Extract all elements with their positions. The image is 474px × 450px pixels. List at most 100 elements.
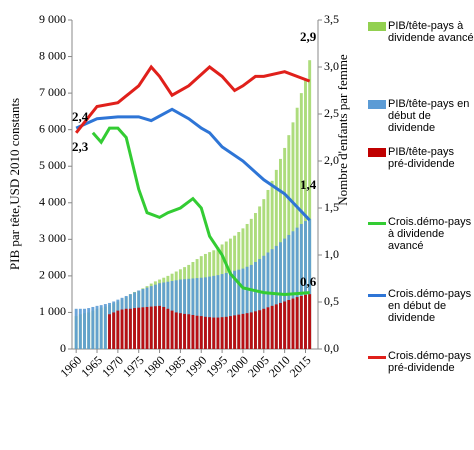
bar bbox=[279, 242, 282, 349]
bar bbox=[304, 221, 307, 349]
legend-label: PIB/tête-pays pré-dividende bbox=[388, 146, 455, 170]
bar bbox=[187, 314, 191, 349]
y-tick-label: 8 000 bbox=[39, 48, 66, 62]
legend-swatch bbox=[368, 148, 386, 157]
bar bbox=[295, 227, 299, 349]
bar bbox=[133, 308, 137, 349]
legend-label: PIB/tête-pays en début de dividende bbox=[388, 98, 470, 134]
bar bbox=[299, 295, 303, 349]
bar bbox=[137, 307, 141, 349]
bar bbox=[270, 305, 274, 349]
y-tick-label: 1 000 bbox=[39, 304, 66, 318]
bar bbox=[116, 310, 120, 349]
bar bbox=[291, 231, 295, 349]
bar bbox=[308, 294, 312, 349]
x-tick-label: 1965 bbox=[78, 353, 105, 380]
annotation: 2,4 bbox=[72, 109, 89, 124]
legend-label: PIB/tête-pays à dividende avancé bbox=[388, 20, 474, 44]
bar bbox=[299, 223, 303, 349]
bar bbox=[237, 314, 241, 349]
legend-swatch bbox=[368, 222, 386, 225]
y-tick-label: 2 000 bbox=[39, 268, 66, 282]
y-tick-label: 7 000 bbox=[39, 85, 66, 99]
y-tick-label: 9 000 bbox=[39, 12, 66, 26]
annotation: 0,6 bbox=[300, 274, 317, 289]
bar bbox=[262, 308, 266, 349]
bar bbox=[145, 306, 149, 349]
bar bbox=[258, 310, 262, 349]
bar bbox=[141, 307, 145, 349]
x-tick-label: 2010 bbox=[266, 353, 293, 380]
y2-tick-label: 2,0 bbox=[324, 153, 339, 167]
x-tick-label: 1985 bbox=[162, 353, 189, 380]
legend-swatch bbox=[368, 22, 386, 31]
bar bbox=[128, 308, 132, 349]
bar bbox=[149, 306, 153, 349]
bar bbox=[258, 259, 262, 349]
x-tick-label: 1980 bbox=[141, 353, 168, 380]
bar bbox=[283, 301, 287, 349]
bar bbox=[245, 313, 249, 349]
bar bbox=[249, 312, 253, 349]
y-axis-title: PIB par tête,USD 2010 constants bbox=[7, 98, 22, 270]
bar bbox=[299, 93, 303, 349]
bar bbox=[166, 308, 170, 349]
bar bbox=[308, 219, 312, 349]
legend-swatch bbox=[368, 100, 386, 109]
bar bbox=[241, 268, 245, 349]
line bbox=[75, 107, 311, 222]
annotation: 2,3 bbox=[72, 139, 89, 154]
y2-tick-label: 1,0 bbox=[324, 247, 339, 261]
x-tick-label: 1960 bbox=[57, 353, 84, 380]
x-tick-label: 2000 bbox=[224, 353, 251, 380]
x-tick-label: 1990 bbox=[182, 353, 209, 380]
bar bbox=[78, 308, 82, 349]
bar bbox=[158, 305, 162, 349]
bar bbox=[195, 278, 199, 349]
bar bbox=[241, 313, 245, 349]
y2-tick-label: 0,0 bbox=[324, 341, 339, 355]
legend-swatch bbox=[368, 356, 386, 359]
bar bbox=[124, 308, 128, 349]
bar bbox=[237, 269, 241, 349]
line bbox=[91, 126, 310, 296]
bar bbox=[266, 252, 270, 349]
y2-tick-label: 0,5 bbox=[324, 294, 339, 308]
bar bbox=[103, 304, 107, 349]
bar bbox=[270, 249, 274, 349]
legend-swatch bbox=[368, 294, 386, 297]
bar bbox=[199, 316, 203, 349]
y-tick-label: 4 000 bbox=[39, 195, 66, 209]
y2-tick-label: 2,5 bbox=[324, 106, 339, 120]
bar bbox=[212, 317, 216, 349]
bar bbox=[287, 234, 291, 349]
bar bbox=[83, 308, 86, 349]
x-tick-label: 1970 bbox=[99, 353, 126, 380]
legend-label: Crois.démo-pays pré-dividende bbox=[388, 350, 472, 374]
bar bbox=[220, 274, 224, 349]
bar bbox=[308, 60, 312, 349]
bar bbox=[199, 277, 203, 349]
bar bbox=[262, 255, 266, 349]
bar bbox=[203, 316, 207, 349]
bar bbox=[162, 306, 166, 349]
bar bbox=[249, 264, 253, 349]
bar bbox=[287, 300, 291, 349]
bar bbox=[87, 308, 91, 349]
bar bbox=[291, 298, 295, 349]
bar bbox=[108, 314, 111, 349]
legend-label: Crois.démo-pays en début de dividende bbox=[388, 288, 472, 324]
bar bbox=[208, 276, 212, 349]
legend-label: Crois.démo-pays à dividende avancé bbox=[388, 216, 472, 252]
bar bbox=[191, 278, 195, 349]
bar bbox=[274, 245, 278, 349]
y2-axis-title: Nombre d'enfants par femme bbox=[335, 54, 350, 206]
y-tick-label: 5 000 bbox=[39, 158, 66, 172]
x-tick-label: 2015 bbox=[287, 353, 314, 380]
y2-tick-label: 1,5 bbox=[324, 200, 339, 214]
bar bbox=[178, 313, 182, 349]
y-tick-label: 0 bbox=[60, 341, 66, 355]
bar bbox=[266, 307, 270, 349]
bar bbox=[216, 317, 220, 349]
